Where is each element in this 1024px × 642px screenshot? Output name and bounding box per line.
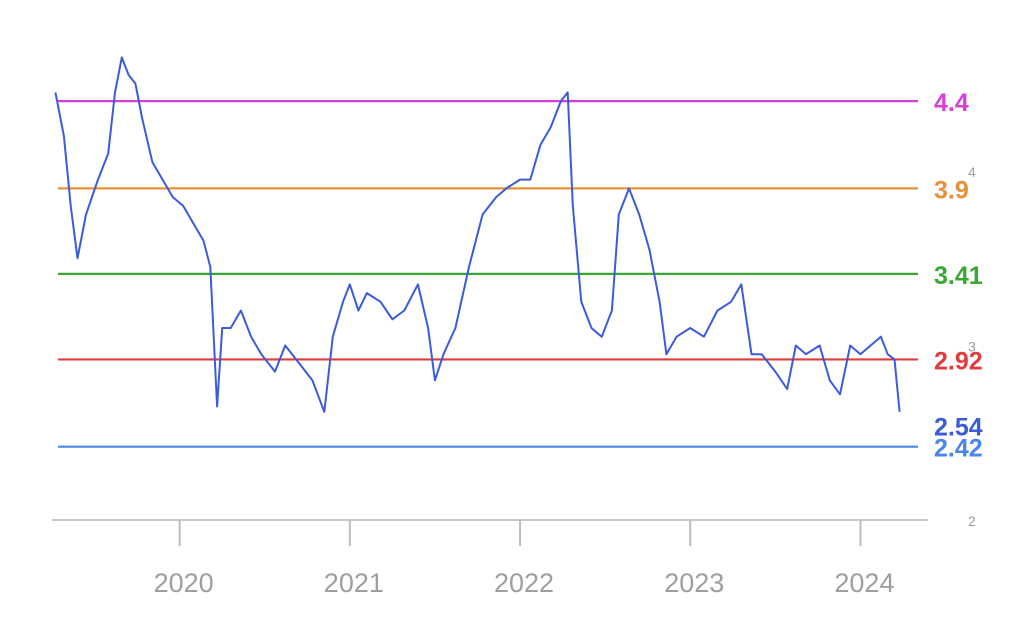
y-tick-label: 3 — [968, 338, 976, 354]
y-axis-ticks: 2 3 4 — [968, 164, 976, 529]
level-label-2.42: 2.42 — [934, 435, 983, 463]
price-series — [54, 56, 901, 413]
level-labels: 4.4 3.9 3.41 2.92 2.422.54 — [934, 89, 983, 463]
level-label-4.4: 4.4 — [934, 89, 969, 117]
x-tick-label: 2024 — [834, 568, 894, 598]
series-line-0 — [54, 56, 901, 413]
y-tick-label: 2 — [968, 513, 976, 529]
x-tick-label: 2022 — [494, 568, 554, 598]
y-tick-label: 4 — [968, 164, 976, 180]
x-tick-label: 2021 — [324, 568, 384, 598]
x-axis: 2020 2021 2022 2023 2024 — [52, 519, 928, 598]
last-value-label: 2.54 — [934, 414, 983, 442]
level-label-2.92: 2.92 — [934, 347, 983, 375]
x-tick-label: 2020 — [154, 568, 214, 598]
x-tick-label: 2023 — [664, 568, 724, 598]
level-label-3.41: 3.41 — [934, 262, 983, 290]
level-label-3.9: 3.9 — [934, 176, 969, 204]
level-lines — [58, 99, 918, 448]
